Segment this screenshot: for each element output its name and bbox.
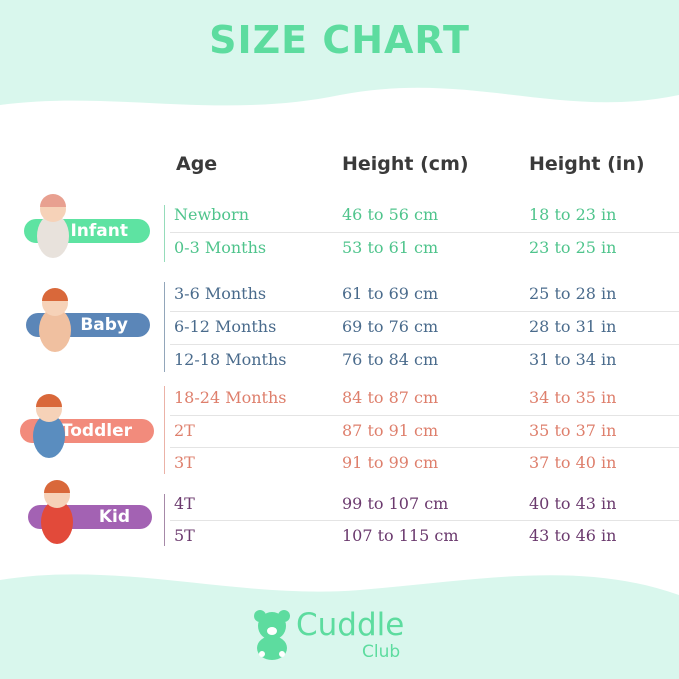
row-divider [170,520,679,521]
height-in-cell: 23 to 25 in [529,238,617,257]
child-illustration [30,285,80,359]
group-divider [164,205,165,262]
age-cell: 12-18 Months [174,350,287,369]
height-in-cell: 40 to 43 in [529,494,617,513]
age-cell: 18-24 Months [174,388,287,407]
height-in-cell: 35 to 37 in [529,421,617,440]
age-cell: 2T [174,421,195,440]
height-in-cell: 37 to 40 in [529,453,617,472]
row-divider [170,344,679,345]
age-cell: 0-3 Months [174,238,267,257]
height-in-cell: 25 to 28 in [529,284,617,303]
child-illustration [32,477,82,551]
height-cm-cell: 91 to 99 cm [342,453,439,472]
age-cell: Newborn [174,205,249,224]
height-cm-cell: 61 to 69 cm [342,284,439,303]
child-illustration [24,391,74,465]
header-height-cm: Height (cm) [342,153,469,175]
height-cm-cell: 53 to 61 cm [342,238,439,257]
height-in-cell: 28 to 31 in [529,317,617,336]
row-divider [170,415,679,416]
age-cell: 5T [174,526,195,545]
row-divider [170,311,679,312]
height-in-cell: 18 to 23 in [529,205,617,224]
group-divider [164,386,165,474]
row-divider [170,232,679,233]
header-height-in: Height (in) [529,153,645,175]
height-cm-cell: 69 to 76 cm [342,317,439,336]
page-title: SIZE CHART [209,18,470,62]
height-cm-cell: 87 to 91 cm [342,421,439,440]
height-in-cell: 31 to 34 in [529,350,617,369]
height-cm-cell: 84 to 87 cm [342,388,439,407]
age-cell: 4T [174,494,195,513]
child-illustration [28,191,78,265]
group-divider [164,494,165,546]
header-age: Age [176,153,218,175]
height-in-cell: 43 to 46 in [529,526,617,545]
height-cm-cell: 46 to 56 cm [342,205,439,224]
teddy-bear-icon [254,610,290,660]
row-divider [170,447,679,448]
group-divider [164,282,165,372]
age-cell: 3-6 Months [174,284,267,303]
height-cm-cell: 99 to 107 cm [342,494,449,513]
brand-logo: Cuddle Club [254,607,405,662]
age-cell: 6-12 Months [174,317,277,336]
height-cm-cell: 107 to 115 cm [342,526,459,545]
height-cm-cell: 76 to 84 cm [342,350,439,369]
height-in-cell: 34 to 35 in [529,388,617,407]
logo-name: Cuddle [296,607,405,643]
age-cell: 3T [174,453,195,472]
logo-sub: Club [362,642,401,662]
